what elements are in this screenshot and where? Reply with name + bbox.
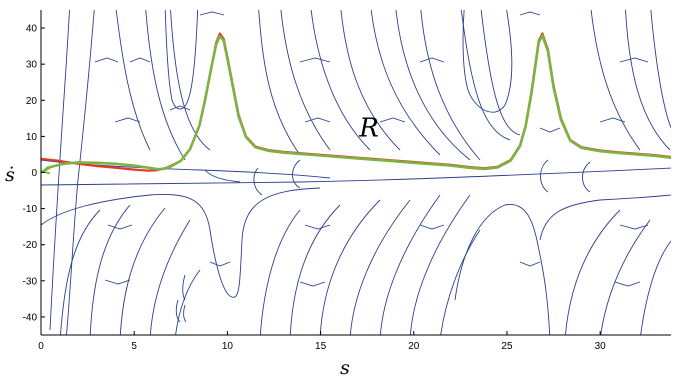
direction-chevrons — [94, 11, 649, 287]
green-trajectory-arrowhead — [41, 165, 51, 175]
x-tick-label: 20 — [408, 341, 420, 352]
x-tick-label: 25 — [501, 341, 513, 352]
y-tick-label: -30 — [23, 276, 38, 287]
y-tick-label: 40 — [26, 24, 38, 35]
x-tick-label: 30 — [595, 341, 607, 352]
y-tick-label: 30 — [26, 60, 38, 71]
red-trajectory-line — [41, 32, 671, 172]
x-tick-label: 10 — [222, 341, 234, 352]
ticks-layer: 0 5 10 15 20 25 30 40 30 20 10 0 -10 -20 -30 -40 — [23, 24, 607, 352]
streamlines — [41, 10, 671, 335]
x-tick-label: 0 — [38, 341, 44, 352]
x-axis-label: s — [340, 357, 350, 379]
region-label-R: R — [358, 113, 379, 143]
y-tick-label: 10 — [26, 132, 38, 143]
x-tick-label: 5 — [131, 341, 137, 352]
green-trajectory-line — [41, 34, 671, 173]
y-tick-label: -10 — [23, 204, 38, 215]
y-tick-label: -40 — [23, 312, 38, 323]
y-tick-label: 20 — [26, 96, 38, 107]
y-tick-label: 0 — [31, 168, 37, 179]
y-tick-label: -20 — [23, 240, 38, 251]
y-axis-label: ṡ — [5, 164, 15, 186]
x-tick-label: 15 — [315, 341, 327, 352]
series-layer — [41, 32, 671, 175]
